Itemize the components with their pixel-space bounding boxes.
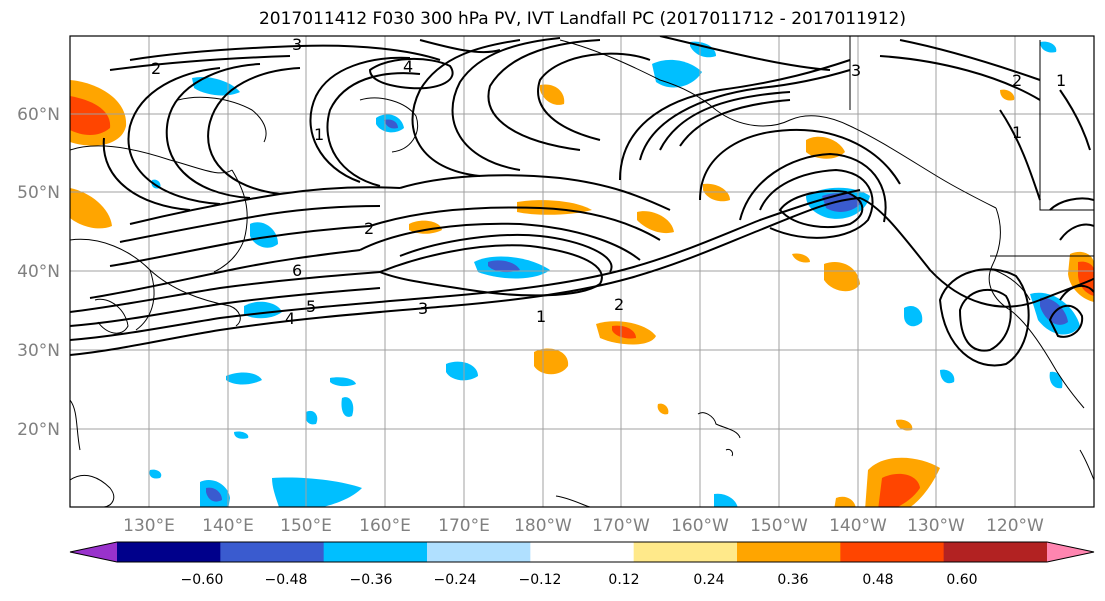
contour-label: 2 (1012, 71, 1022, 90)
colorbar-tick-label: 0.36 (777, 572, 808, 588)
contour-label: 2 (364, 219, 374, 238)
map-panel: 3 2 4 2 1 2 6 4 5 1 3 2 1 3 1 (69, 35, 1095, 508)
colorbar-tick-label: 0.12 (608, 572, 639, 588)
colorbar-tick-label: −0.12 (519, 572, 562, 588)
contour-label: 5 (306, 297, 316, 316)
contour-label: 2 (614, 295, 624, 314)
colorbar-tick-label: 0.48 (862, 572, 893, 588)
lat-label: 20°N (17, 420, 60, 440)
colorbar-extension-low (70, 542, 117, 562)
lat-label: 60°N (17, 105, 60, 125)
colorbar: −0.60 −0.48 −0.36 −0.24 −0.12 0.12 0.24 … (69, 541, 1095, 588)
contour-label: 4 (403, 57, 413, 76)
lat-label: 40°N (17, 262, 60, 282)
lon-label: 160°W (671, 516, 729, 536)
contour-label: 3 (292, 35, 302, 54)
longitude-labels: 130°E 140°E 150°E 160°E 170°E 180°W 170°… (123, 516, 1044, 536)
lon-label: 170°W (592, 516, 650, 536)
colorbar-swatch (427, 542, 531, 562)
colorbar-tick-label: −0.48 (265, 572, 308, 588)
colorbar-swatch (633, 542, 738, 562)
colorbar-tick-label: −0.36 (350, 572, 393, 588)
contour-label: 2 (151, 59, 161, 78)
colorbar-tick-label: −0.60 (181, 572, 224, 588)
colorbar-swatch (323, 542, 428, 562)
lat-label: 30°N (17, 341, 60, 361)
lon-label: 150°E (280, 516, 332, 536)
colorbar-swatch (840, 542, 945, 562)
lat-label: 50°N (17, 183, 60, 203)
colorbar-tick-label: 0.60 (946, 572, 977, 588)
latitude-labels: 60°N 50°N 40°N 30°N 20°N (17, 105, 60, 440)
pv-contours (70, 36, 1094, 367)
colorbar-tick-labels: −0.60 −0.48 −0.36 −0.24 −0.12 0.12 0.24 … (181, 572, 978, 588)
map-title: 2017011412 F030 300 hPa PV, IVT Landfall… (258, 9, 906, 29)
colorbar-swatch (737, 542, 841, 562)
colorbar-extension-high (1047, 542, 1094, 562)
contour-labels: 3 2 4 2 1 2 6 4 5 1 3 2 1 3 1 (151, 35, 1066, 328)
contour-label: 3 (851, 61, 861, 80)
contour-label: 1 (314, 125, 324, 144)
lon-label: 170°E (438, 516, 490, 536)
lon-label: 120°W (986, 516, 1044, 536)
lon-label: 140°W (829, 516, 887, 536)
contour-label: 6 (292, 261, 302, 280)
colorbar-swatch (530, 542, 635, 562)
lon-label: 140°E (202, 516, 254, 536)
lon-label: 160°E (359, 516, 411, 536)
contour-label: 1 (1056, 71, 1066, 90)
coastlines (70, 36, 1094, 507)
lon-label: 180°W (514, 516, 572, 536)
contour-label: 3 (418, 299, 428, 318)
colorbar-segments (70, 542, 1094, 562)
colorbar-tick-label: 0.24 (693, 572, 724, 588)
lon-label: 130°E (123, 516, 175, 536)
colorbar-swatch (117, 542, 221, 562)
lon-label: 150°W (750, 516, 808, 536)
contour-label: 4 (285, 309, 295, 328)
colorbar-swatch (943, 542, 1048, 562)
colorbar-swatch (220, 542, 325, 562)
colorbar-tick-label: −0.24 (434, 572, 477, 588)
graticule (70, 36, 1094, 507)
contour-label: 1 (536, 307, 546, 326)
lon-label: 130°W (907, 516, 965, 536)
contour-label: 1 (1012, 123, 1022, 142)
